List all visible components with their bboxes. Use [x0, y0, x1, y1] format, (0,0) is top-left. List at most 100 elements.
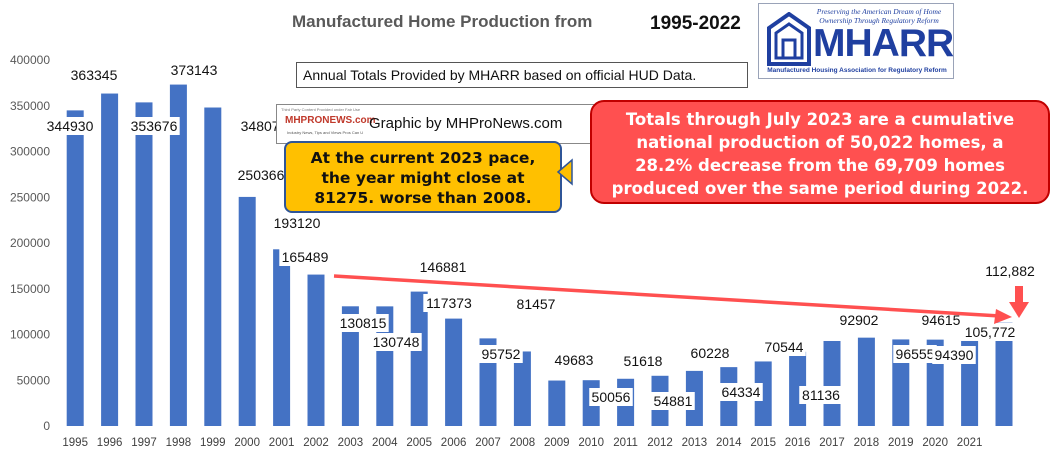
x-tick-label: 1999	[200, 437, 226, 449]
x-tick-label: 2021	[957, 437, 983, 449]
value-label-bg	[271, 214, 323, 232]
x-tick-label: 2003	[338, 437, 364, 449]
bar	[961, 329, 979, 426]
value-label-bg	[621, 352, 665, 370]
x-tick-label: 1995	[62, 437, 88, 449]
value-label: 54881	[654, 393, 693, 409]
value-label: 344930	[47, 118, 94, 134]
y-tick-label: 50000	[17, 373, 51, 387]
x-tick-label: 1997	[131, 437, 157, 449]
value-label: 130748	[373, 334, 420, 350]
x-tick-label: 1996	[97, 437, 123, 449]
data-source-note: Annual Totals Provided by MHARR based on…	[296, 62, 748, 88]
value-label: 250366	[238, 167, 285, 183]
value-label: 96555	[896, 346, 935, 362]
value-label-bg	[68, 66, 120, 84]
y-tick-label: 100000	[10, 328, 50, 342]
bar	[204, 107, 222, 426]
value-label: 64334	[722, 384, 761, 400]
value-label: 117373	[426, 295, 472, 311]
x-tick-label: 1998	[166, 437, 192, 449]
value-label: 363345	[71, 67, 118, 83]
bar	[341, 306, 359, 426]
y-tick-label: 200000	[10, 236, 50, 250]
bar	[238, 196, 256, 426]
chart-title: Manufactured Home Production from	[292, 12, 593, 31]
x-tick-label: 2007	[475, 437, 501, 449]
value-label: 146881	[420, 259, 467, 275]
value-label-bg	[762, 338, 806, 356]
x-tick-label: 2002	[303, 437, 329, 449]
value-label: 95752	[482, 346, 521, 362]
x-tick-label: 2008	[510, 437, 536, 449]
value-label: 60228	[691, 345, 730, 361]
value-label-bg	[960, 323, 1020, 341]
bar	[410, 291, 428, 426]
x-tick-label: 2016	[785, 437, 811, 449]
bar	[548, 380, 566, 426]
bar	[135, 102, 153, 426]
bar	[995, 322, 1013, 426]
logo-subtitle: Manufactured Housing Association for Reg…	[767, 67, 947, 74]
value-label: 94390	[935, 347, 974, 363]
value-label: 81457	[517, 296, 556, 312]
value-label-bg	[514, 295, 558, 313]
value-label: 105,772	[965, 324, 1016, 340]
value-label: 353676	[131, 118, 178, 134]
value-label: 165489	[282, 249, 329, 265]
x-tick-label: 2001	[269, 437, 295, 449]
x-tick-label: 2000	[234, 437, 260, 449]
value-label-bg	[932, 346, 976, 364]
value-label-bg	[919, 311, 963, 329]
bar	[823, 340, 841, 426]
x-tick-label: 2019	[888, 437, 914, 449]
trend-line	[333, 274, 1001, 318]
bar	[273, 249, 291, 426]
y-tick-label: 150000	[10, 282, 50, 296]
mharr-logo: Preserving the American Dream of Home Ow…	[758, 3, 954, 79]
value-label: 92902	[840, 312, 879, 328]
x-tick-label: 2013	[682, 437, 708, 449]
value-label-bg	[370, 333, 422, 351]
x-tick-label: 2020	[922, 437, 948, 449]
x-tick-label: 2014	[716, 437, 742, 449]
bar	[307, 274, 325, 426]
value-label-bg	[279, 248, 331, 266]
graphic-credit-box: Third Party Content Provided under Fair …	[276, 104, 596, 144]
bar	[513, 351, 531, 426]
value-label: 70544	[765, 339, 804, 355]
y-tick-label: 400000	[10, 53, 50, 67]
value-label-bg	[837, 311, 881, 329]
july-2023-callout: Totals through July 2023 are a cumulativ…	[590, 100, 1050, 204]
y-axis: 0 50000 100000 150000 200000 250000 300000 3500…	[10, 53, 50, 433]
value-label: 81136	[802, 387, 840, 403]
value-label-bg	[893, 345, 937, 363]
house-icon	[767, 12, 811, 66]
value-label-bg	[417, 258, 469, 276]
x-tick-label: 2011	[613, 437, 638, 449]
x-tick-label: 2004	[372, 437, 398, 449]
x-tick-label: 2017	[819, 437, 845, 449]
value-label-bg	[337, 314, 389, 332]
value-label-bg	[128, 117, 180, 135]
bar	[66, 110, 84, 427]
value-label-bg	[719, 383, 763, 401]
value-label-bg	[168, 61, 220, 79]
value-label: 49683	[555, 352, 594, 368]
x-tick-label: 2006	[441, 437, 467, 449]
graphic-credit: Graphic by MHProNews.com	[369, 115, 563, 132]
value-label-bg	[799, 386, 843, 404]
value-label-bg	[235, 166, 287, 184]
value-label-bg	[589, 388, 633, 406]
pace-2023-callout: At the current 2023 pace, the year might…	[284, 141, 562, 213]
trend-arrow	[333, 274, 1012, 324]
logo-wordmark: MHARR	[813, 22, 954, 65]
bar	[101, 93, 119, 427]
value-label-bg	[688, 344, 732, 362]
value-label: 373143	[171, 62, 218, 78]
chart-title-years: 1995-2022	[650, 13, 741, 34]
x-tick-label: 2018	[854, 437, 880, 449]
value-label-bg	[479, 345, 523, 363]
bar	[445, 318, 463, 426]
bar	[789, 351, 807, 426]
